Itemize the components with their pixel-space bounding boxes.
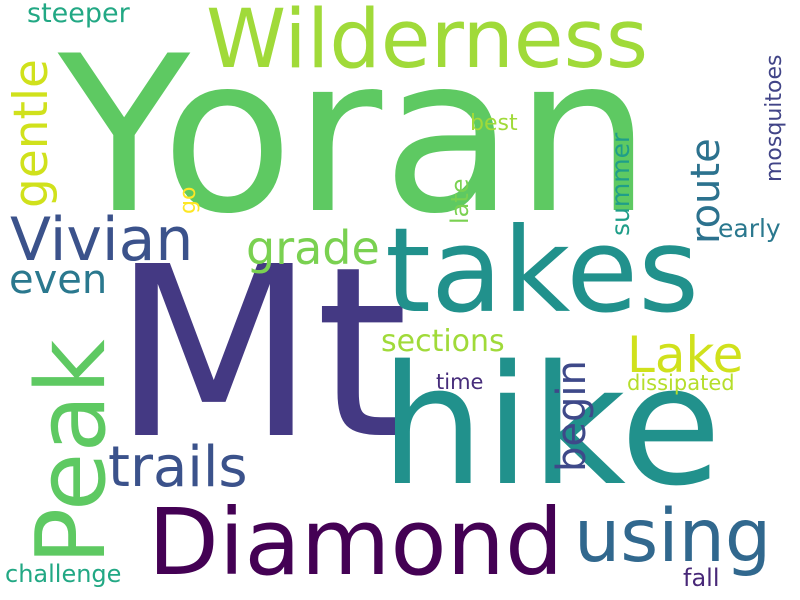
word-using: using [574, 494, 772, 579]
word-lake: Lake [627, 326, 744, 384]
word-hike: hike [380, 330, 722, 522]
word-fall: fall [683, 564, 720, 592]
word-begin: begin [549, 360, 595, 472]
word-sections: sections [381, 324, 505, 359]
word-even: even [9, 257, 108, 303]
word-yoran: Yoran [58, 10, 652, 261]
word-wilderness: Wilderness [206, 0, 649, 87]
word-go: go [176, 186, 201, 214]
word-takes: takes [385, 202, 700, 339]
word-time: time [436, 370, 484, 394]
word-mosquitoes: mosquitoes [762, 54, 787, 182]
word-steeper: steeper [27, 0, 130, 29]
word-mt: Mt [112, 216, 409, 491]
word-early: early [718, 214, 781, 243]
word-route: route [683, 138, 729, 244]
word-trails: trails [108, 435, 248, 500]
word-summer: summer [606, 132, 635, 236]
word-challenge: challenge [5, 560, 122, 588]
word-dissipated: dissipated [627, 371, 735, 395]
word-best: best [470, 111, 518, 136]
word-late: late [446, 178, 474, 224]
word-gentle: gentle [4, 59, 59, 208]
word-vivian: Vivian [10, 205, 194, 275]
word-peak: Peak [17, 339, 127, 565]
word-grade: grade [246, 221, 380, 275]
word-diamond: Diamond [148, 489, 564, 596]
